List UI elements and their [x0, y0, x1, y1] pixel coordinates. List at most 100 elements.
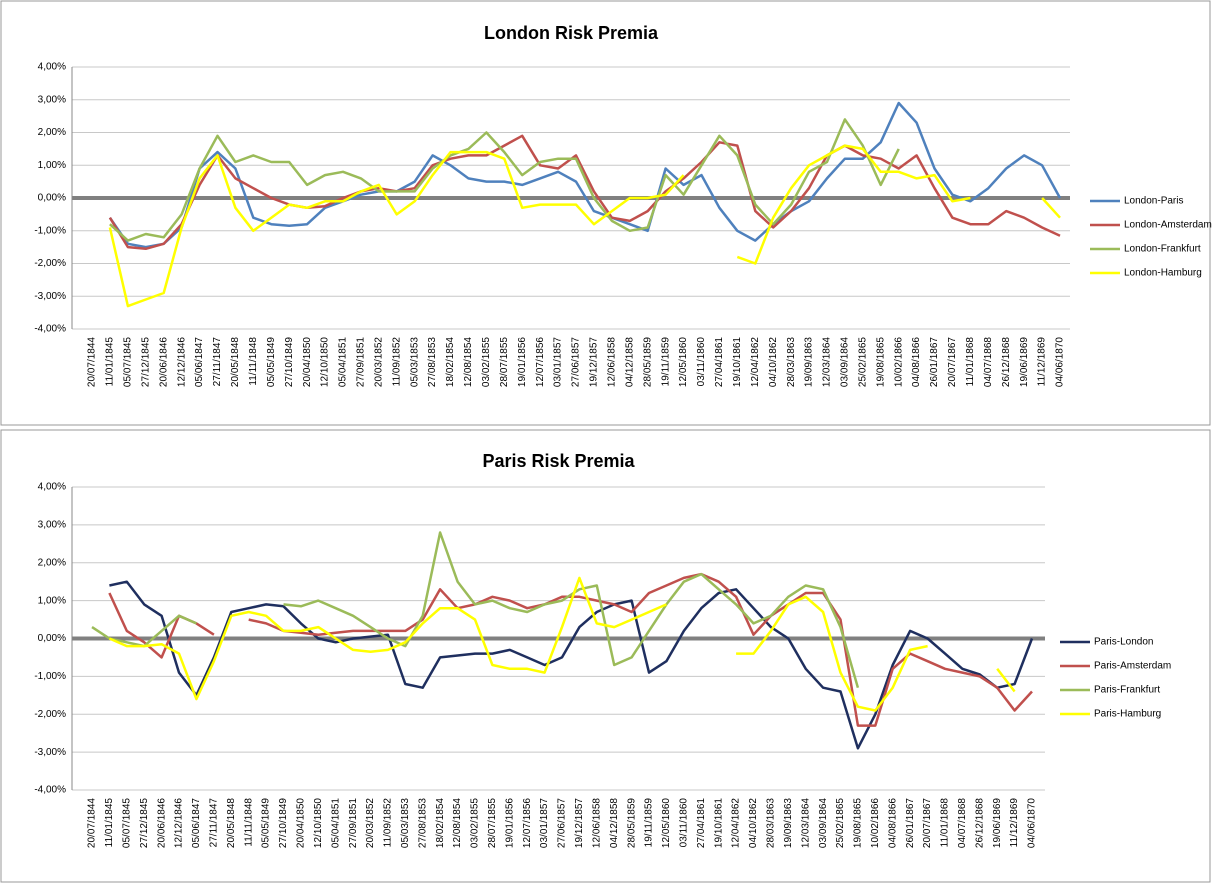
x-tick-label: 20/07/1867 — [922, 798, 933, 848]
x-tick-label: 12/07/1856 — [522, 798, 533, 848]
x-tick-label: 12/04/1862 — [731, 798, 742, 848]
series-line — [108, 576, 1016, 712]
chart-title: London Risk Premia — [484, 23, 659, 43]
x-tick-label: 19/11/1859 — [644, 798, 655, 848]
x-tick-label: 20/07/1867 — [947, 337, 958, 387]
x-tick-label: 25/02/1865 — [835, 798, 846, 848]
x-tick-label: 26/12/1868 — [1001, 337, 1012, 387]
x-tick-label: 11/01/1845 — [104, 798, 115, 848]
x-tick-label: 28/05/1859 — [626, 798, 637, 848]
x-tick-label: 18/02/1854 — [435, 798, 446, 848]
x-tick-label: 20/06/1846 — [158, 337, 169, 387]
x-tick-label: 05/06/1847 — [191, 798, 202, 848]
x-tick-label: 12/07/1856 — [535, 337, 546, 387]
x-tick-label: 04/06/1870 — [1027, 798, 1038, 848]
x-tick-label: 05/06/1847 — [194, 337, 205, 387]
legend-label: London-Frankfurt — [1124, 244, 1201, 255]
x-tick-label: 05/03/1853 — [409, 337, 420, 387]
x-tick-label: 20/06/1846 — [156, 798, 167, 848]
x-tick-label: 27/12/1845 — [140, 337, 151, 387]
x-tick-label: 11/11/1848 — [243, 798, 254, 847]
x-tick-label: 27/11/1847 — [212, 337, 223, 387]
x-tick-label: 12/08/1854 — [452, 798, 463, 848]
x-tick-label: 18/02/1854 — [445, 337, 456, 387]
series-line — [108, 134, 1061, 251]
x-tick-label: 12/08/1854 — [463, 337, 474, 387]
x-tick-label: 12/05/1860 — [678, 337, 689, 387]
legend-label: London-Amsterdam — [1124, 220, 1212, 231]
x-tick-label: 19/06/1869 — [992, 798, 1003, 848]
x-tick-label: 25/02/1865 — [857, 337, 868, 387]
x-tick-label: 05/04/1851 — [338, 337, 349, 387]
y-tick-label: 4,00% — [38, 62, 66, 73]
x-tick-label: 19/09/1863 — [804, 337, 815, 387]
chart-title: Paris Risk Premia — [482, 451, 635, 471]
x-tick-label: 10/02/1866 — [893, 337, 904, 387]
x-tick-label: 27/04/1861 — [714, 337, 725, 387]
x-tick-label: 27/09/1851 — [348, 798, 359, 848]
x-tick-label: 28/07/1855 — [487, 798, 498, 848]
x-tick-label: 19/09/1863 — [783, 798, 794, 848]
x-tick-label: 11/12/1869 — [1037, 337, 1048, 387]
y-tick-label: 0,00% — [38, 633, 66, 644]
x-tick-label: 03/09/1864 — [818, 798, 829, 848]
x-tick-label: 12/03/1864 — [822, 337, 833, 387]
y-tick-label: 1,00% — [38, 160, 66, 171]
x-tick-label: 04/06/1870 — [1055, 337, 1066, 387]
x-tick-label: 20/03/1852 — [373, 337, 384, 387]
x-tick-label: 19/01/1856 — [517, 337, 528, 387]
x-tick-label: 27/10/1849 — [278, 798, 289, 848]
x-tick-label: 28/03/1863 — [766, 798, 777, 848]
x-tick-label: 12/10/1850 — [313, 798, 324, 848]
x-tick-label: 05/04/1851 — [330, 798, 341, 848]
x-tick-label: 10/02/1866 — [870, 798, 881, 848]
x-tick-label: 12/03/1864 — [800, 798, 811, 848]
x-tick-label: 27/08/1853 — [417, 798, 428, 848]
x-tick-label: 27/08/1853 — [427, 337, 438, 387]
series-line — [108, 144, 1061, 308]
y-tick-label: 2,00% — [38, 127, 66, 138]
y-tick-label: 3,00% — [38, 94, 66, 105]
y-tick-label: -2,00% — [34, 258, 66, 269]
x-tick-label: 20/04/1850 — [296, 798, 307, 848]
x-tick-label: 12/04/1862 — [750, 337, 761, 387]
x-tick-label: 19/10/1861 — [732, 337, 743, 387]
x-tick-label: 04/10/1862 — [748, 798, 759, 848]
legend-label: Paris-Hamburg — [1094, 709, 1161, 720]
x-tick-label: 27/11/1847 — [208, 798, 219, 848]
x-tick-label: 11/01/1868 — [940, 798, 951, 848]
x-tick-label: 20/07/1844 — [87, 337, 98, 387]
y-tick-label: -3,00% — [34, 747, 66, 758]
y-tick-label: 1,00% — [38, 595, 66, 606]
x-tick-label: 19/08/1865 — [853, 798, 864, 848]
y-tick-label: 0,00% — [38, 193, 66, 204]
series-line — [108, 101, 1062, 249]
x-tick-label: 03/11/1860 — [696, 337, 707, 387]
x-tick-label: 27/09/1851 — [356, 337, 367, 387]
x-tick-label: 28/03/1863 — [786, 337, 797, 387]
panel — [0, 429, 1211, 883]
legend-label: Paris-London — [1094, 637, 1153, 648]
x-tick-label: 19/12/1857 — [574, 798, 585, 848]
y-tick-label: 2,00% — [38, 557, 66, 568]
x-tick-label: 28/05/1859 — [642, 337, 653, 387]
x-tick-label: 19/12/1857 — [589, 337, 600, 387]
y-tick-label: -1,00% — [34, 225, 66, 236]
x-tick-label: 03/09/1864 — [840, 337, 851, 387]
x-tick-label: 03/02/1855 — [481, 337, 492, 387]
x-tick-label: 19/01/1856 — [504, 798, 515, 848]
x-tick-label: 19/11/1859 — [660, 337, 671, 387]
legend-label: London-Paris — [1124, 196, 1183, 207]
x-tick-label: 27/06/1857 — [571, 337, 582, 387]
y-tick-label: -2,00% — [34, 709, 66, 720]
x-tick-label: 03/01/1857 — [553, 337, 564, 387]
x-tick-label: 20/03/1852 — [365, 798, 376, 848]
x-tick-label: 27/04/1861 — [696, 798, 707, 848]
y-tick-label: -4,00% — [34, 324, 66, 335]
x-tick-label: 11/12/1869 — [1009, 798, 1020, 848]
x-tick-label: 05/07/1845 — [122, 337, 133, 387]
legend-label: Paris-Frankfurt — [1094, 685, 1160, 696]
x-tick-label: 04/08/1866 — [911, 337, 922, 387]
